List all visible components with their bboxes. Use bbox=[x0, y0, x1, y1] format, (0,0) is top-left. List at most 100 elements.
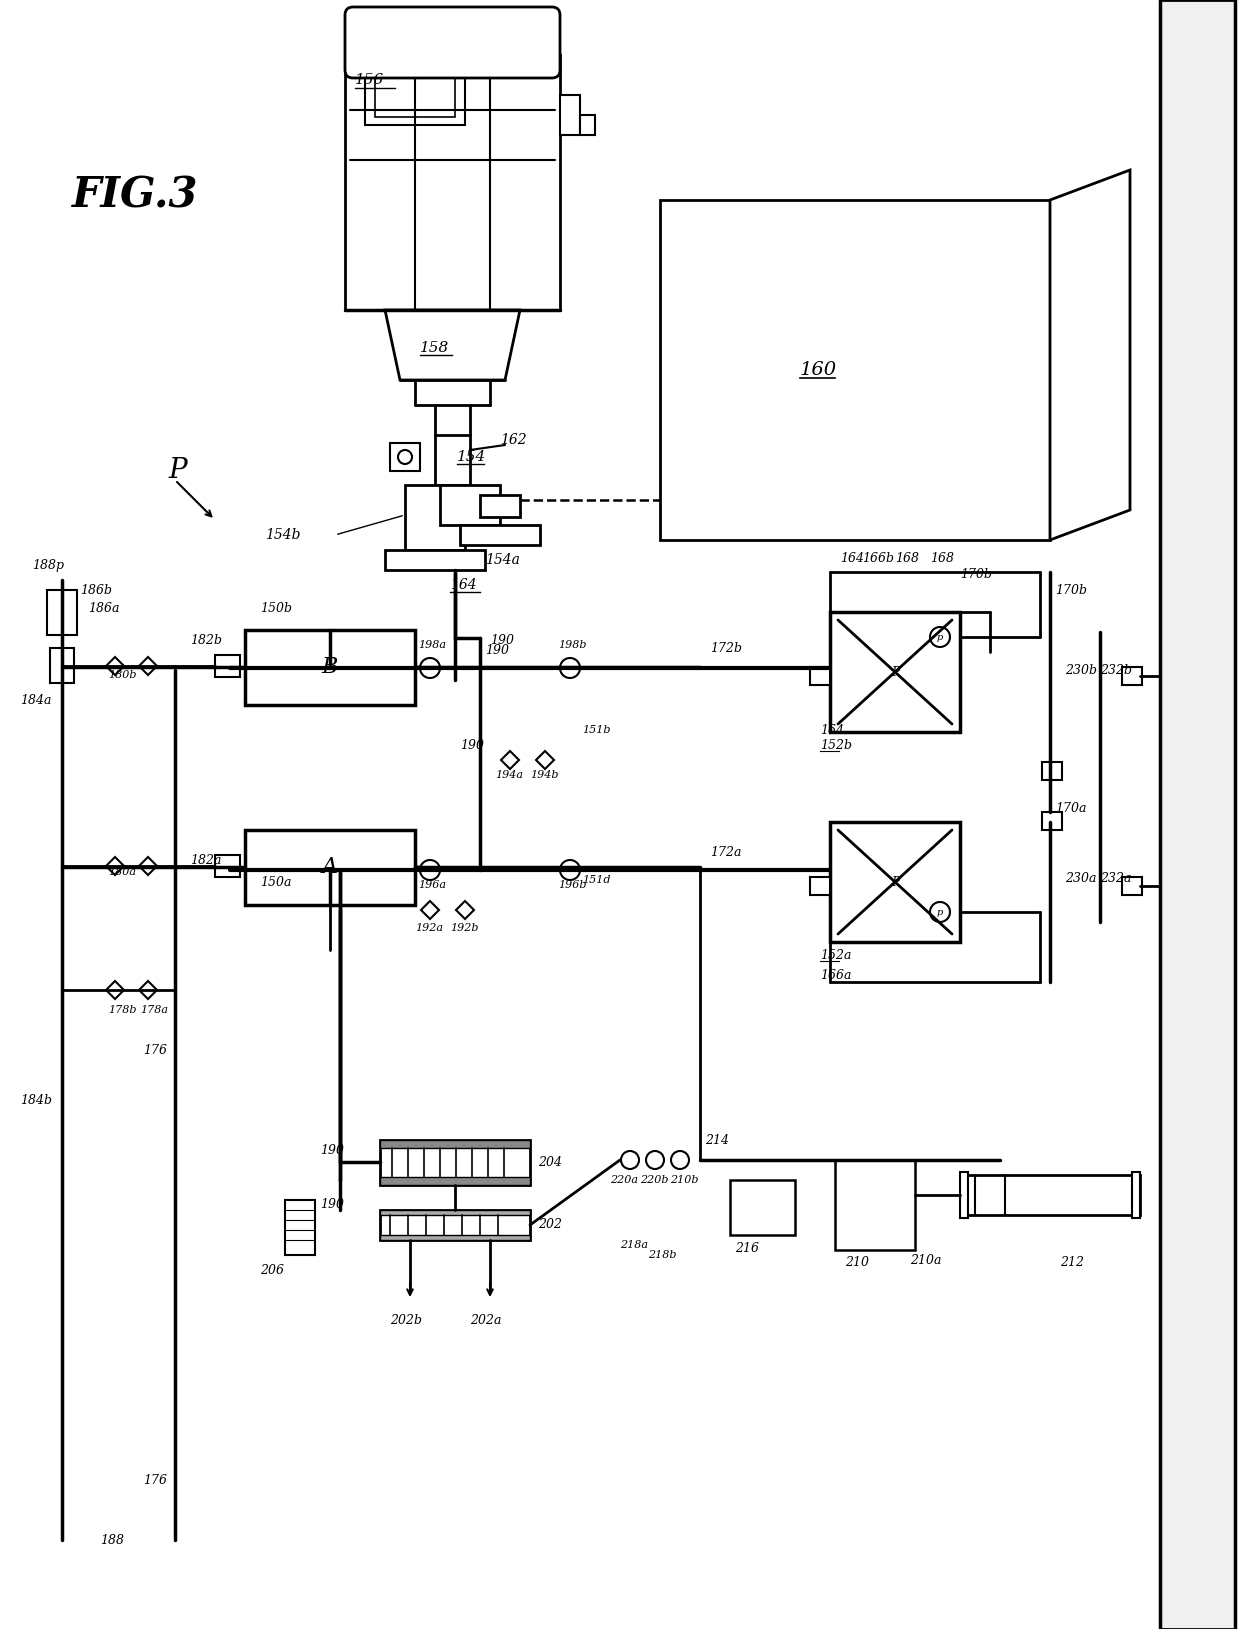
Text: 190: 190 bbox=[490, 634, 515, 647]
Polygon shape bbox=[536, 751, 554, 769]
Text: 170a: 170a bbox=[1055, 801, 1086, 814]
Text: 212: 212 bbox=[1060, 1256, 1084, 1269]
Text: 172a: 172a bbox=[711, 845, 742, 858]
Text: 190: 190 bbox=[320, 1144, 343, 1157]
Text: 151b: 151b bbox=[582, 725, 610, 735]
Text: 194b: 194b bbox=[529, 771, 558, 780]
Text: 168: 168 bbox=[895, 552, 919, 565]
Text: 190: 190 bbox=[320, 1199, 343, 1212]
Bar bbox=[660, 200, 1050, 539]
Text: p: p bbox=[937, 632, 944, 642]
Bar bbox=[480, 495, 520, 516]
Bar bbox=[379, 1210, 529, 1215]
Text: 184a: 184a bbox=[20, 694, 52, 707]
Circle shape bbox=[646, 1152, 663, 1170]
Bar bbox=[405, 485, 465, 551]
Circle shape bbox=[671, 1152, 689, 1170]
Text: B: B bbox=[322, 656, 339, 678]
Text: 160: 160 bbox=[800, 362, 837, 380]
Text: A: A bbox=[322, 855, 339, 878]
Bar bbox=[379, 1235, 529, 1240]
Bar bbox=[215, 655, 241, 678]
Text: 202: 202 bbox=[538, 1218, 562, 1232]
Polygon shape bbox=[105, 981, 124, 999]
Text: 178b: 178b bbox=[108, 1005, 136, 1015]
Bar bbox=[810, 876, 830, 894]
Text: 216: 216 bbox=[735, 1241, 759, 1254]
Text: 190: 190 bbox=[485, 643, 508, 656]
Text: 210a: 210a bbox=[910, 1253, 941, 1266]
Text: 150a: 150a bbox=[260, 875, 291, 888]
Polygon shape bbox=[139, 981, 157, 999]
Text: P: P bbox=[890, 666, 899, 679]
Bar bbox=[365, 70, 465, 125]
Bar bbox=[460, 525, 539, 546]
Bar bbox=[379, 1140, 529, 1148]
Bar bbox=[379, 1210, 529, 1240]
Text: P: P bbox=[167, 456, 187, 484]
Text: 176: 176 bbox=[143, 1474, 167, 1487]
Circle shape bbox=[930, 627, 950, 647]
Text: 198b: 198b bbox=[558, 640, 587, 650]
Text: 186a: 186a bbox=[88, 601, 119, 614]
Text: 230a: 230a bbox=[1065, 872, 1096, 885]
Text: 218a: 218a bbox=[620, 1240, 649, 1249]
Text: 218b: 218b bbox=[649, 1249, 677, 1259]
Polygon shape bbox=[422, 901, 439, 919]
Bar bbox=[730, 1179, 795, 1235]
Bar bbox=[960, 1171, 968, 1218]
Text: 178a: 178a bbox=[140, 1005, 167, 1015]
Text: 230b: 230b bbox=[1065, 663, 1097, 676]
Bar bbox=[1042, 762, 1061, 780]
Bar bbox=[580, 116, 595, 135]
Bar bbox=[560, 94, 580, 135]
Text: 158: 158 bbox=[420, 340, 449, 355]
Text: 210: 210 bbox=[844, 1256, 869, 1269]
Text: 210b: 210b bbox=[670, 1175, 698, 1184]
Circle shape bbox=[398, 450, 412, 464]
Text: 180b: 180b bbox=[108, 670, 136, 679]
Text: 164: 164 bbox=[839, 552, 864, 565]
Text: 166a: 166a bbox=[820, 969, 852, 982]
Text: 232b: 232b bbox=[1100, 663, 1132, 676]
Text: 232a: 232a bbox=[1100, 872, 1131, 885]
Polygon shape bbox=[105, 857, 124, 875]
Bar bbox=[1159, 0, 1235, 1629]
Text: 166b: 166b bbox=[862, 552, 894, 565]
Text: 150b: 150b bbox=[260, 601, 291, 614]
Text: FIG.3: FIG.3 bbox=[72, 174, 198, 217]
Text: 182a: 182a bbox=[190, 854, 222, 867]
Text: 220b: 220b bbox=[640, 1175, 668, 1184]
Text: 198a: 198a bbox=[418, 640, 446, 650]
Bar bbox=[1122, 666, 1142, 686]
Bar bbox=[384, 551, 485, 570]
Circle shape bbox=[560, 658, 580, 678]
Bar bbox=[440, 485, 500, 525]
Bar bbox=[810, 666, 830, 686]
Text: 192a: 192a bbox=[415, 924, 443, 933]
Polygon shape bbox=[139, 656, 157, 674]
Text: 188: 188 bbox=[100, 1533, 124, 1546]
Text: 162: 162 bbox=[500, 433, 527, 446]
Polygon shape bbox=[501, 751, 520, 769]
Text: 151d: 151d bbox=[582, 875, 610, 885]
Bar bbox=[435, 435, 470, 485]
Text: 214: 214 bbox=[706, 1134, 729, 1147]
Text: 186b: 186b bbox=[81, 583, 112, 596]
Polygon shape bbox=[105, 656, 124, 674]
Bar bbox=[379, 1178, 529, 1184]
Bar bbox=[835, 1160, 915, 1249]
Bar bbox=[47, 590, 77, 635]
Text: 182b: 182b bbox=[190, 634, 222, 647]
Polygon shape bbox=[139, 857, 157, 875]
Text: 170b: 170b bbox=[1055, 583, 1087, 596]
Text: 194a: 194a bbox=[495, 771, 523, 780]
Text: 196b: 196b bbox=[558, 880, 587, 889]
Text: 202a: 202a bbox=[470, 1313, 501, 1326]
Text: 152b: 152b bbox=[820, 738, 852, 751]
Bar bbox=[1132, 1171, 1140, 1218]
Bar bbox=[215, 855, 241, 876]
Text: 164: 164 bbox=[820, 723, 844, 736]
Text: 220a: 220a bbox=[610, 1175, 639, 1184]
Text: 196a: 196a bbox=[418, 880, 446, 889]
